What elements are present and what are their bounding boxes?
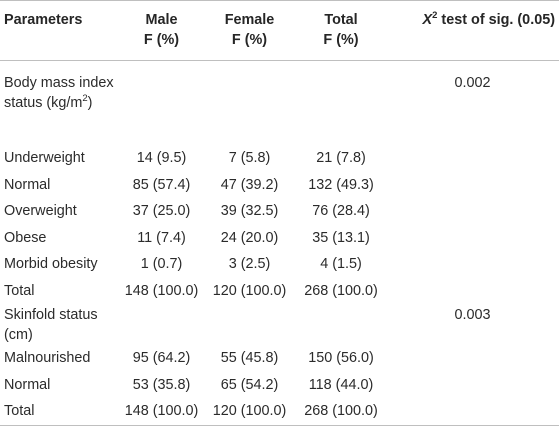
- table-body: Body mass index status (kg/m2) 0.002 Und…: [0, 61, 559, 426]
- header-row: Parameters Male Female Total X2 test of …: [0, 0, 559, 30]
- cell-male: 1 (0.7): [140, 256, 183, 273]
- cell-total: 150 (56.0): [308, 350, 374, 367]
- section-p-value-bmi: 0.002: [454, 75, 491, 91]
- table-row: Total 148 (100.0) 120 (100.0) 268 (100.0…: [0, 398, 559, 426]
- cell-female: 65 (54.2): [220, 376, 279, 393]
- cell-female: 47 (39.2): [220, 176, 279, 193]
- header-total-unit: F (%): [296, 30, 386, 61]
- row-label: Malnourished: [4, 350, 91, 367]
- cell-female: 55 (45.8): [220, 350, 279, 367]
- row-label: Normal: [4, 176, 51, 193]
- header-male-unit: F (%): [120, 30, 203, 61]
- header-female-unit: F (%): [203, 30, 296, 61]
- cell-female: 120 (100.0): [203, 398, 296, 426]
- header-parameters: Parameters: [0, 0, 120, 30]
- cell-total: 21 (7.8): [316, 150, 366, 167]
- table-row: Obese 11 (7.4) 24 (20.0) 35 (13.1): [0, 225, 559, 252]
- cell-total: 35 (13.1): [312, 229, 370, 246]
- header-unit-row: F (%) F (%) F (%): [0, 30, 559, 61]
- cell-female: 120 (100.0): [212, 282, 287, 299]
- header-female: Female: [203, 0, 296, 30]
- cell-total: 4 (1.5): [320, 256, 362, 273]
- header-empty: [0, 30, 120, 61]
- section-label-skinfold: Skinfold status (cm): [4, 307, 98, 343]
- cell-male: 11 (7.4): [137, 229, 186, 246]
- chi-symbol: X: [422, 12, 433, 28]
- row-label: Underweight: [4, 150, 85, 167]
- cell-male: 14 (9.5): [136, 150, 187, 167]
- header-total: Total: [296, 0, 386, 30]
- cell-female: 3 (2.5): [228, 256, 271, 273]
- bmi-label-sup: 2: [82, 93, 88, 104]
- cell-total: 76 (28.4): [312, 203, 370, 220]
- table-row: Underweight 14 (9.5) 7 (5.8) 21 (7.8): [0, 145, 559, 172]
- table-row: Malnourished 95 (64.2) 55 (45.8) 150 (56…: [0, 345, 559, 372]
- section-label-bmi: Body mass index status (kg/m2): [0, 61, 120, 146]
- table-header: Parameters Male Female Total X2 test of …: [0, 0, 559, 61]
- cell-total: 268 (100.0): [304, 282, 378, 299]
- row-label: Obese: [4, 229, 47, 246]
- row-label: Total: [4, 282, 35, 299]
- chi-superscript: 2: [432, 10, 438, 21]
- bmi-label-end: ): [87, 95, 93, 111]
- cell-male: 95 (64.2): [132, 350, 191, 367]
- cell-male: 85 (57.4): [132, 176, 191, 193]
- row-label: Normal: [4, 376, 51, 393]
- section-row-skinfold: Skinfold status (cm) 0.003: [0, 304, 559, 345]
- row-label: Total: [0, 398, 120, 426]
- table-row: Normal 53 (35.8) 65 (54.2) 118 (44.0): [0, 372, 559, 399]
- cell-male: 148 (100.0): [124, 282, 199, 299]
- row-label: Overweight: [4, 203, 77, 220]
- cell-total: 118 (44.0): [308, 376, 374, 393]
- cell-male: 37 (25.0): [132, 203, 191, 220]
- header-chi-square: X2 test of sig. (0.05): [386, 0, 559, 30]
- cell-female: 7 (5.8): [228, 150, 271, 167]
- section-row-bmi: Body mass index status (kg/m2) 0.002: [0, 61, 559, 146]
- row-label: Morbid obesity: [4, 256, 98, 273]
- bmi-label-text: Body mass index status (kg/m: [4, 75, 114, 111]
- cell-male: 53 (35.8): [132, 376, 191, 393]
- table-row: Overweight 37 (25.0) 39 (32.5) 76 (28.4): [0, 198, 559, 225]
- section-p-value-skinfold: 0.003: [454, 307, 491, 323]
- table-row: Morbid obesity 1 (0.7) 3 (2.5) 4 (1.5): [0, 251, 559, 278]
- cell-female: 24 (20.0): [220, 229, 279, 246]
- cell-female: 39 (32.5): [220, 203, 279, 220]
- table-row: Normal 85 (57.4) 47 (39.2) 132 (49.3): [0, 172, 559, 199]
- cell-total: 132 (49.3): [308, 176, 374, 193]
- cell-male: 148 (100.0): [120, 398, 203, 426]
- table-row: Total 148 (100.0) 120 (100.0) 268 (100.0…: [0, 278, 559, 305]
- header-male: Male: [120, 0, 203, 30]
- cell-total: 268 (100.0): [296, 398, 386, 426]
- header-chi-empty: [386, 30, 559, 61]
- chi-label: test of sig. (0.05): [437, 12, 555, 28]
